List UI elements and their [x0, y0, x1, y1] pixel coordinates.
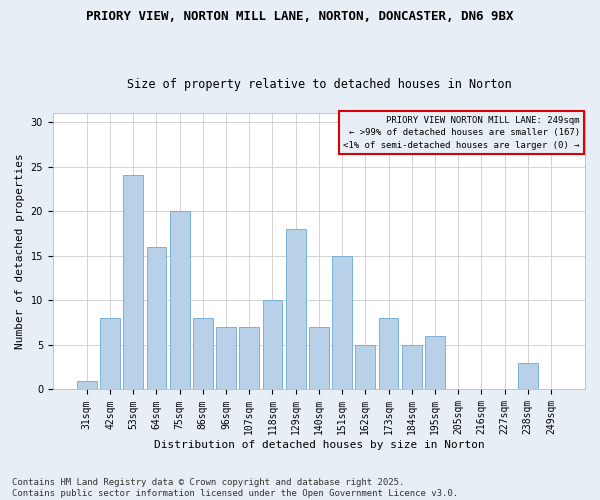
Bar: [309, 327, 329, 390]
Text: Contains HM Land Registry data © Crown copyright and database right 2025.
Contai: Contains HM Land Registry data © Crown c…: [12, 478, 458, 498]
Bar: [286, 229, 305, 390]
Bar: [263, 300, 283, 390]
Bar: [518, 362, 538, 390]
Text: PRIORY VIEW NORTON MILL LANE: 249sqm
← >99% of detached houses are smaller (167): PRIORY VIEW NORTON MILL LANE: 249sqm ← >…: [343, 116, 580, 150]
Bar: [332, 256, 352, 390]
Bar: [402, 345, 422, 390]
Bar: [170, 211, 190, 390]
Bar: [355, 345, 375, 390]
Y-axis label: Number of detached properties: Number of detached properties: [15, 154, 25, 349]
Bar: [239, 327, 259, 390]
Bar: [193, 318, 213, 390]
Title: Size of property relative to detached houses in Norton: Size of property relative to detached ho…: [127, 78, 511, 91]
Bar: [100, 318, 120, 390]
Bar: [146, 247, 166, 390]
Bar: [379, 318, 398, 390]
Bar: [216, 327, 236, 390]
Bar: [425, 336, 445, 390]
Text: PRIORY VIEW, NORTON MILL LANE, NORTON, DONCASTER, DN6 9BX: PRIORY VIEW, NORTON MILL LANE, NORTON, D…: [86, 10, 514, 23]
X-axis label: Distribution of detached houses by size in Norton: Distribution of detached houses by size …: [154, 440, 484, 450]
Bar: [77, 380, 97, 390]
Bar: [124, 176, 143, 390]
